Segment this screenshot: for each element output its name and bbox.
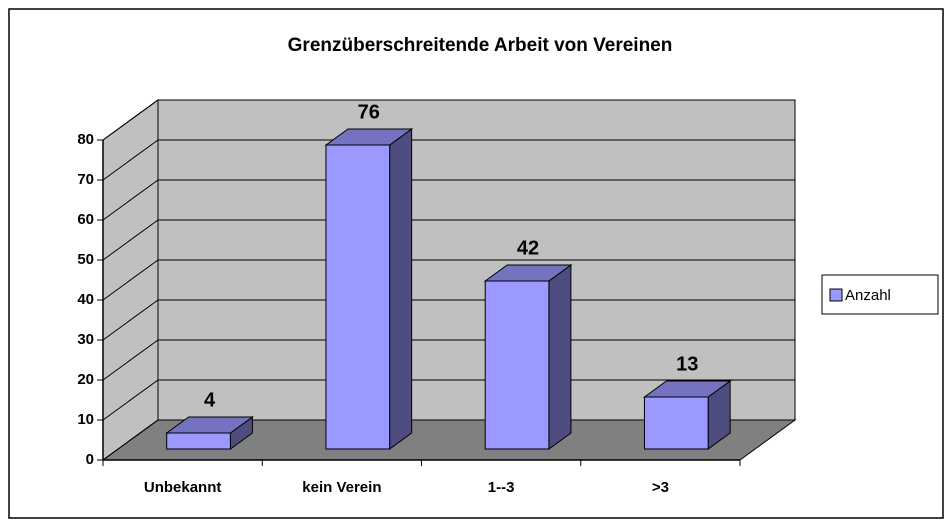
y-tick-label: 0	[86, 451, 94, 468]
grid-line	[102, 339, 159, 381]
bar-side	[389, 128, 413, 450]
grid-line	[102, 139, 159, 181]
data-label: 13	[676, 353, 698, 375]
grid-line	[102, 179, 159, 221]
data-label: 76	[358, 101, 380, 123]
legend-box	[821, 274, 939, 315]
y-tick-label: 10	[77, 411, 94, 428]
x-tick-label: Unbekannt	[144, 479, 222, 496]
data-label: 4	[204, 389, 216, 411]
y-tick-label: 50	[77, 251, 94, 268]
y-tick-label: 80	[77, 131, 94, 148]
y-tick-label: 20	[77, 371, 94, 388]
y-tick-label: 70	[77, 171, 94, 188]
bar	[643, 396, 709, 450]
y-tick-label: 40	[77, 291, 94, 308]
y-tick-label: 60	[77, 211, 94, 228]
x-tick-label: kein Verein	[302, 479, 381, 496]
chart-title: Grenzüberschreitende Arbeit von Vereinen	[288, 35, 673, 56]
x-tick-label: 1--3	[488, 479, 515, 496]
y-tick-label: 30	[77, 331, 94, 348]
grid-line	[102, 219, 159, 261]
bar	[166, 432, 231, 450]
legend-label: Anzahl	[845, 287, 891, 304]
grid-line	[102, 299, 159, 341]
grid-line	[102, 259, 159, 301]
legend-swatch	[829, 288, 843, 302]
data-label: 42	[517, 237, 539, 259]
bar	[325, 144, 391, 450]
grid-line	[102, 99, 159, 141]
grid-line	[102, 379, 159, 421]
grid-line	[102, 419, 159, 461]
bar	[484, 280, 550, 450]
x-tick-label: >3	[652, 479, 669, 496]
bar-side	[548, 264, 572, 450]
